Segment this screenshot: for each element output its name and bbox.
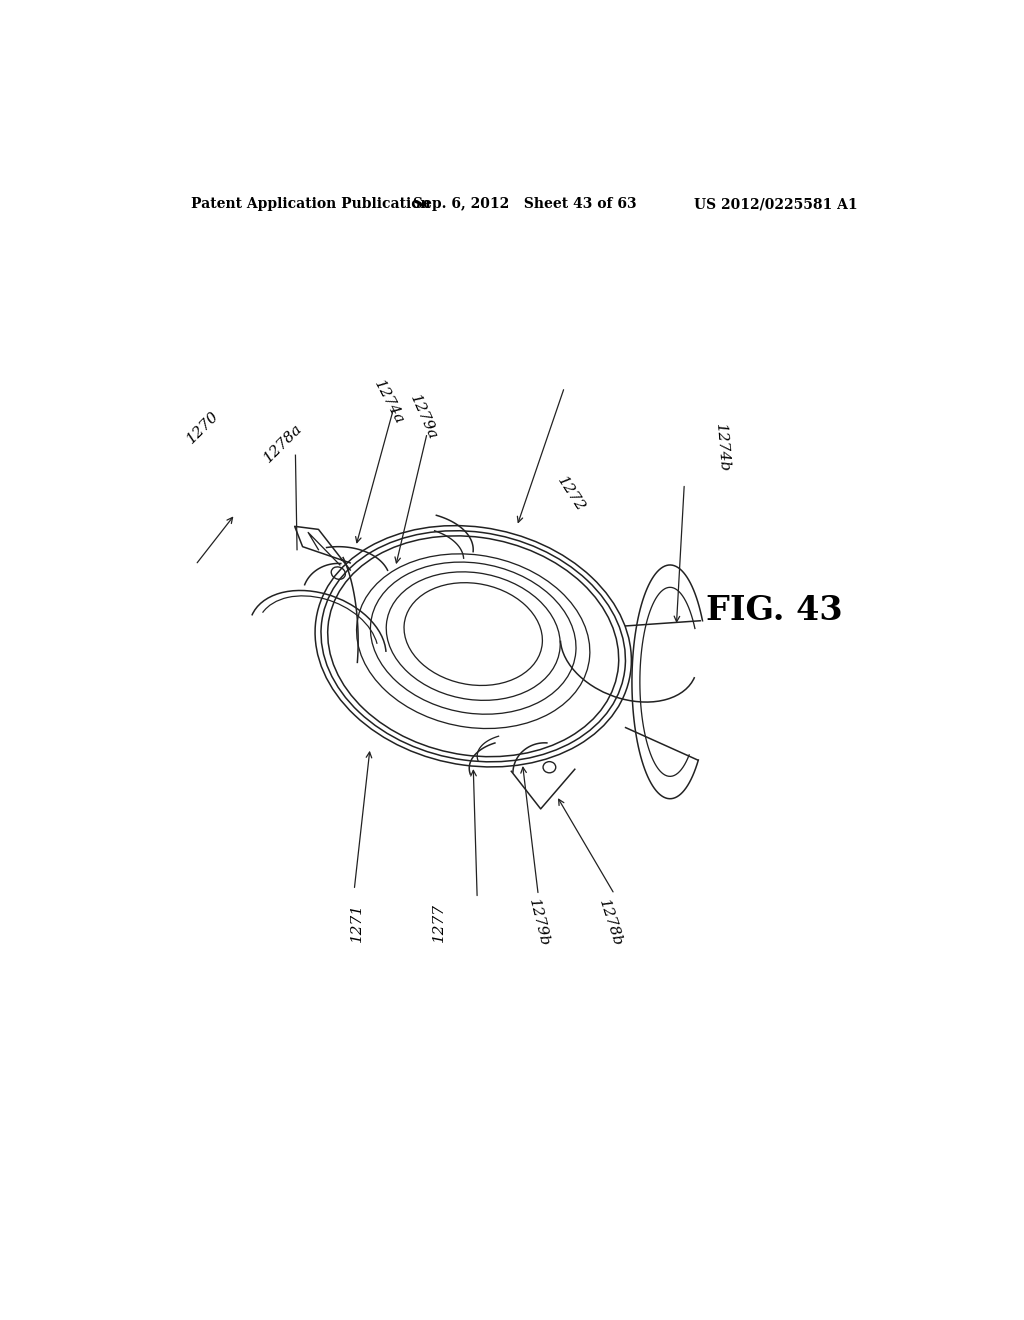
Text: 1271: 1271 <box>349 903 364 942</box>
Text: US 2012/0225581 A1: US 2012/0225581 A1 <box>694 197 858 211</box>
Text: 1274a: 1274a <box>371 378 406 426</box>
Text: 1270: 1270 <box>184 409 222 446</box>
Text: Patent Application Publication: Patent Application Publication <box>191 197 431 211</box>
Text: 1279b: 1279b <box>526 898 552 948</box>
Text: 1277: 1277 <box>432 903 446 942</box>
Text: Sep. 6, 2012   Sheet 43 of 63: Sep. 6, 2012 Sheet 43 of 63 <box>413 197 637 211</box>
Text: 1278b: 1278b <box>596 898 625 948</box>
Text: FIG. 43: FIG. 43 <box>707 594 843 627</box>
Text: 1274b: 1274b <box>713 424 731 473</box>
Text: 1272: 1272 <box>554 474 588 513</box>
Text: 1278a: 1278a <box>261 421 305 465</box>
Text: 1279a: 1279a <box>407 393 439 442</box>
